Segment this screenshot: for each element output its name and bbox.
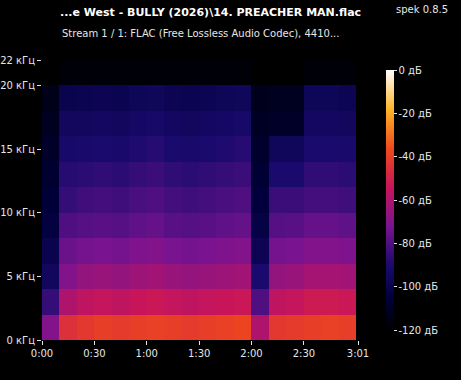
svg-text:22 кГц: 22 кГц bbox=[0, 55, 35, 66]
svg-text:-20 дБ: -20 дБ bbox=[399, 108, 432, 119]
svg-text:-100 дБ: -100 дБ bbox=[399, 281, 439, 292]
svg-text:Stream 1 / 1: FLAC (Free Lossl: Stream 1 / 1: FLAC (Free Lossless Audio … bbox=[62, 28, 339, 39]
svg-text:3:01: 3:01 bbox=[347, 348, 369, 359]
svg-text:-80 дБ: -80 дБ bbox=[399, 238, 432, 249]
svg-text:-120 дБ: -120 дБ bbox=[399, 325, 439, 336]
svg-text:1:00: 1:00 bbox=[136, 348, 158, 359]
svg-text:2:30: 2:30 bbox=[293, 348, 315, 359]
svg-text:15 кГц: 15 кГц bbox=[0, 144, 35, 155]
svg-text:spek 0.8.5: spek 0.8.5 bbox=[396, 4, 448, 15]
svg-text:1:30: 1:30 bbox=[188, 348, 210, 359]
svg-text:0 кГц: 0 кГц bbox=[7, 335, 36, 346]
svg-text:2:00: 2:00 bbox=[240, 348, 262, 359]
svg-text:-40 дБ: -40 дБ bbox=[399, 151, 432, 162]
svg-text:0 дБ: 0 дБ bbox=[399, 65, 422, 76]
svg-text:10 кГц: 10 кГц bbox=[0, 207, 35, 218]
svg-text:0:30: 0:30 bbox=[83, 348, 105, 359]
svg-text:-60 дБ: -60 дБ bbox=[399, 195, 432, 206]
svg-text:5 кГц: 5 кГц bbox=[7, 271, 36, 282]
svg-text:...e West - BULLY (2026)\14. P: ...e West - BULLY (2026)\14. PREACHER MA… bbox=[60, 6, 361, 19]
svg-text:20 кГц: 20 кГц bbox=[0, 80, 35, 91]
svg-text:0:00: 0:00 bbox=[31, 348, 53, 359]
